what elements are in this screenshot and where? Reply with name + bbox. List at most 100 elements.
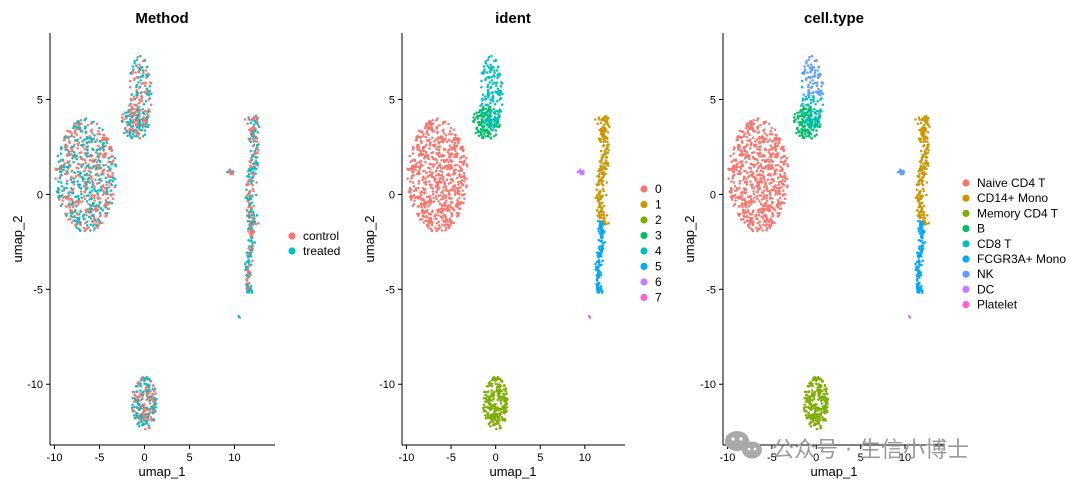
data-point (461, 183, 465, 187)
data-point (143, 382, 146, 385)
data-point (139, 54, 142, 58)
data-point (85, 224, 89, 227)
data-point (133, 134, 136, 138)
data-point (446, 158, 449, 161)
data-point (462, 174, 466, 178)
data-point (921, 291, 924, 294)
data-point (229, 172, 232, 176)
data-point (129, 118, 132, 121)
data-point (79, 130, 83, 133)
data-point (491, 413, 494, 416)
data-point (486, 88, 490, 92)
data-point (62, 138, 66, 142)
data-point (818, 412, 821, 416)
data-point (90, 204, 93, 208)
data-point (141, 69, 145, 72)
data-point (595, 188, 598, 191)
data-point (88, 173, 92, 177)
data-point (800, 131, 803, 135)
data-point (486, 96, 490, 99)
data-point (97, 144, 100, 147)
data-point (418, 218, 422, 221)
data-point (475, 111, 478, 115)
data-point (68, 206, 72, 209)
data-point (147, 418, 150, 422)
data-point (447, 160, 450, 164)
data-point (491, 420, 494, 424)
data-point (922, 217, 925, 220)
data-point (101, 172, 105, 175)
data-point (444, 228, 447, 232)
data-point (458, 207, 461, 211)
data-point (85, 220, 89, 223)
data-point (250, 250, 253, 254)
data-point (457, 190, 461, 193)
data-point (245, 188, 248, 191)
data-point (154, 402, 158, 406)
data-point (762, 155, 766, 158)
data-point (435, 161, 439, 165)
data-point (751, 171, 755, 174)
data-point (132, 95, 136, 98)
data-point (138, 136, 141, 140)
data-point (907, 314, 911, 318)
data-point (146, 394, 149, 398)
data-point (759, 179, 763, 183)
data-point (243, 262, 247, 266)
data-point (927, 116, 930, 120)
data-point (494, 382, 497, 385)
data-point (758, 200, 761, 203)
data-point (445, 199, 448, 202)
data-point (110, 148, 114, 152)
data-point (481, 93, 485, 96)
data-point (65, 146, 69, 149)
data-point (450, 214, 454, 218)
data-point (145, 383, 148, 386)
data-point (819, 108, 822, 111)
data-point (92, 137, 96, 140)
data-point (135, 129, 138, 133)
data-point (151, 411, 155, 415)
data-point (101, 221, 104, 225)
data-point (497, 89, 501, 92)
data-point (498, 92, 501, 95)
data-point (603, 123, 606, 127)
data-point (246, 271, 250, 275)
data-point (764, 137, 768, 140)
data-point (414, 188, 418, 192)
data-point (445, 189, 449, 193)
data-point (817, 112, 821, 116)
data-point (504, 390, 507, 393)
data-point (143, 403, 146, 406)
data-point (441, 121, 445, 124)
data-point (760, 215, 763, 219)
data-point (737, 148, 740, 151)
data-point (109, 155, 112, 159)
data-point (579, 172, 583, 176)
data-point (423, 192, 426, 195)
data-point (778, 169, 782, 173)
data-point (450, 153, 453, 156)
data-point (249, 231, 253, 235)
data-point (450, 140, 454, 143)
data-point (430, 163, 434, 166)
data-point (98, 163, 101, 167)
data-point (598, 178, 601, 181)
data-point (105, 141, 109, 144)
data-point (484, 393, 488, 397)
legend-label: CD8 T (977, 237, 1012, 251)
data-point (137, 425, 141, 428)
data-point (440, 191, 444, 194)
data-point (453, 208, 456, 212)
data-point (252, 211, 255, 214)
data-point (804, 95, 808, 98)
data-point (447, 208, 450, 211)
data-point (775, 145, 778, 148)
data-point (807, 406, 810, 410)
data-point (83, 152, 87, 155)
data-point (490, 407, 494, 410)
data-point (810, 136, 813, 140)
data-point (733, 185, 737, 188)
data-point (409, 160, 412, 163)
